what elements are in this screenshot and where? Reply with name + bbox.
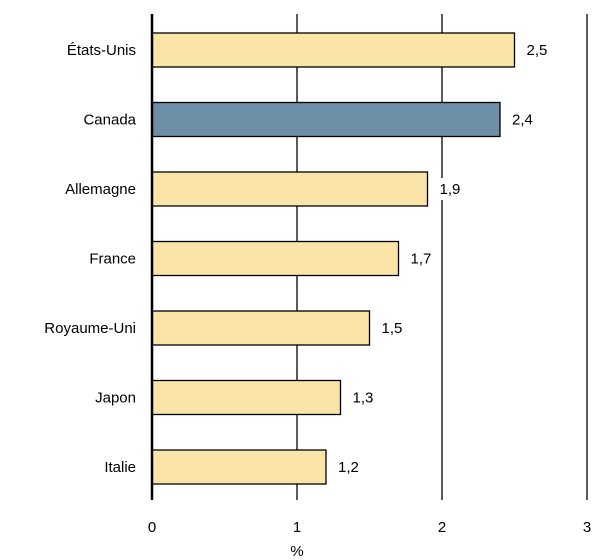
x-tick-label: 3	[583, 519, 591, 536]
bar	[151, 310, 371, 346]
category-label: Italie	[104, 459, 136, 476]
category-label: Allemagne	[65, 181, 136, 198]
labels: 0 1 2 3 États-Unis 2,5 Canada 2,4 Allemagne 1,9 Fr…	[44, 39, 591, 536]
value-label: 2,5	[527, 42, 548, 59]
value-label-background	[520, 39, 553, 61]
bar	[151, 32, 516, 68]
value-label-background	[375, 317, 408, 339]
value-label-background	[346, 386, 379, 409]
x-tick-label: 0	[148, 519, 156, 536]
value-label: 1,9	[440, 181, 461, 198]
x-tick-label: 2	[438, 519, 446, 536]
bars	[151, 32, 516, 485]
category-label: France	[89, 251, 136, 268]
x-tick-label: 1	[293, 519, 301, 536]
value-label: 1,5	[382, 320, 403, 337]
bar	[151, 449, 327, 485]
bar	[151, 379, 342, 416]
value-label-background	[404, 247, 437, 270]
bar	[151, 171, 429, 207]
value-label-background	[506, 108, 538, 131]
value-label-background	[332, 456, 364, 478]
value-label-background	[433, 178, 466, 200]
value-label: 1,3	[353, 390, 374, 407]
category-label: Canada	[83, 112, 136, 129]
value-label: 2,4	[512, 112, 533, 129]
category-label: Royaume-Uni	[44, 320, 136, 337]
category-label: Japon	[95, 390, 136, 407]
category-label: États-Unis	[67, 42, 136, 59]
value-label: 1,7	[411, 251, 432, 268]
x-axis-label: %	[290, 543, 303, 560]
value-label: 1,2	[338, 459, 359, 476]
bar	[151, 240, 400, 277]
bar	[151, 101, 501, 138]
